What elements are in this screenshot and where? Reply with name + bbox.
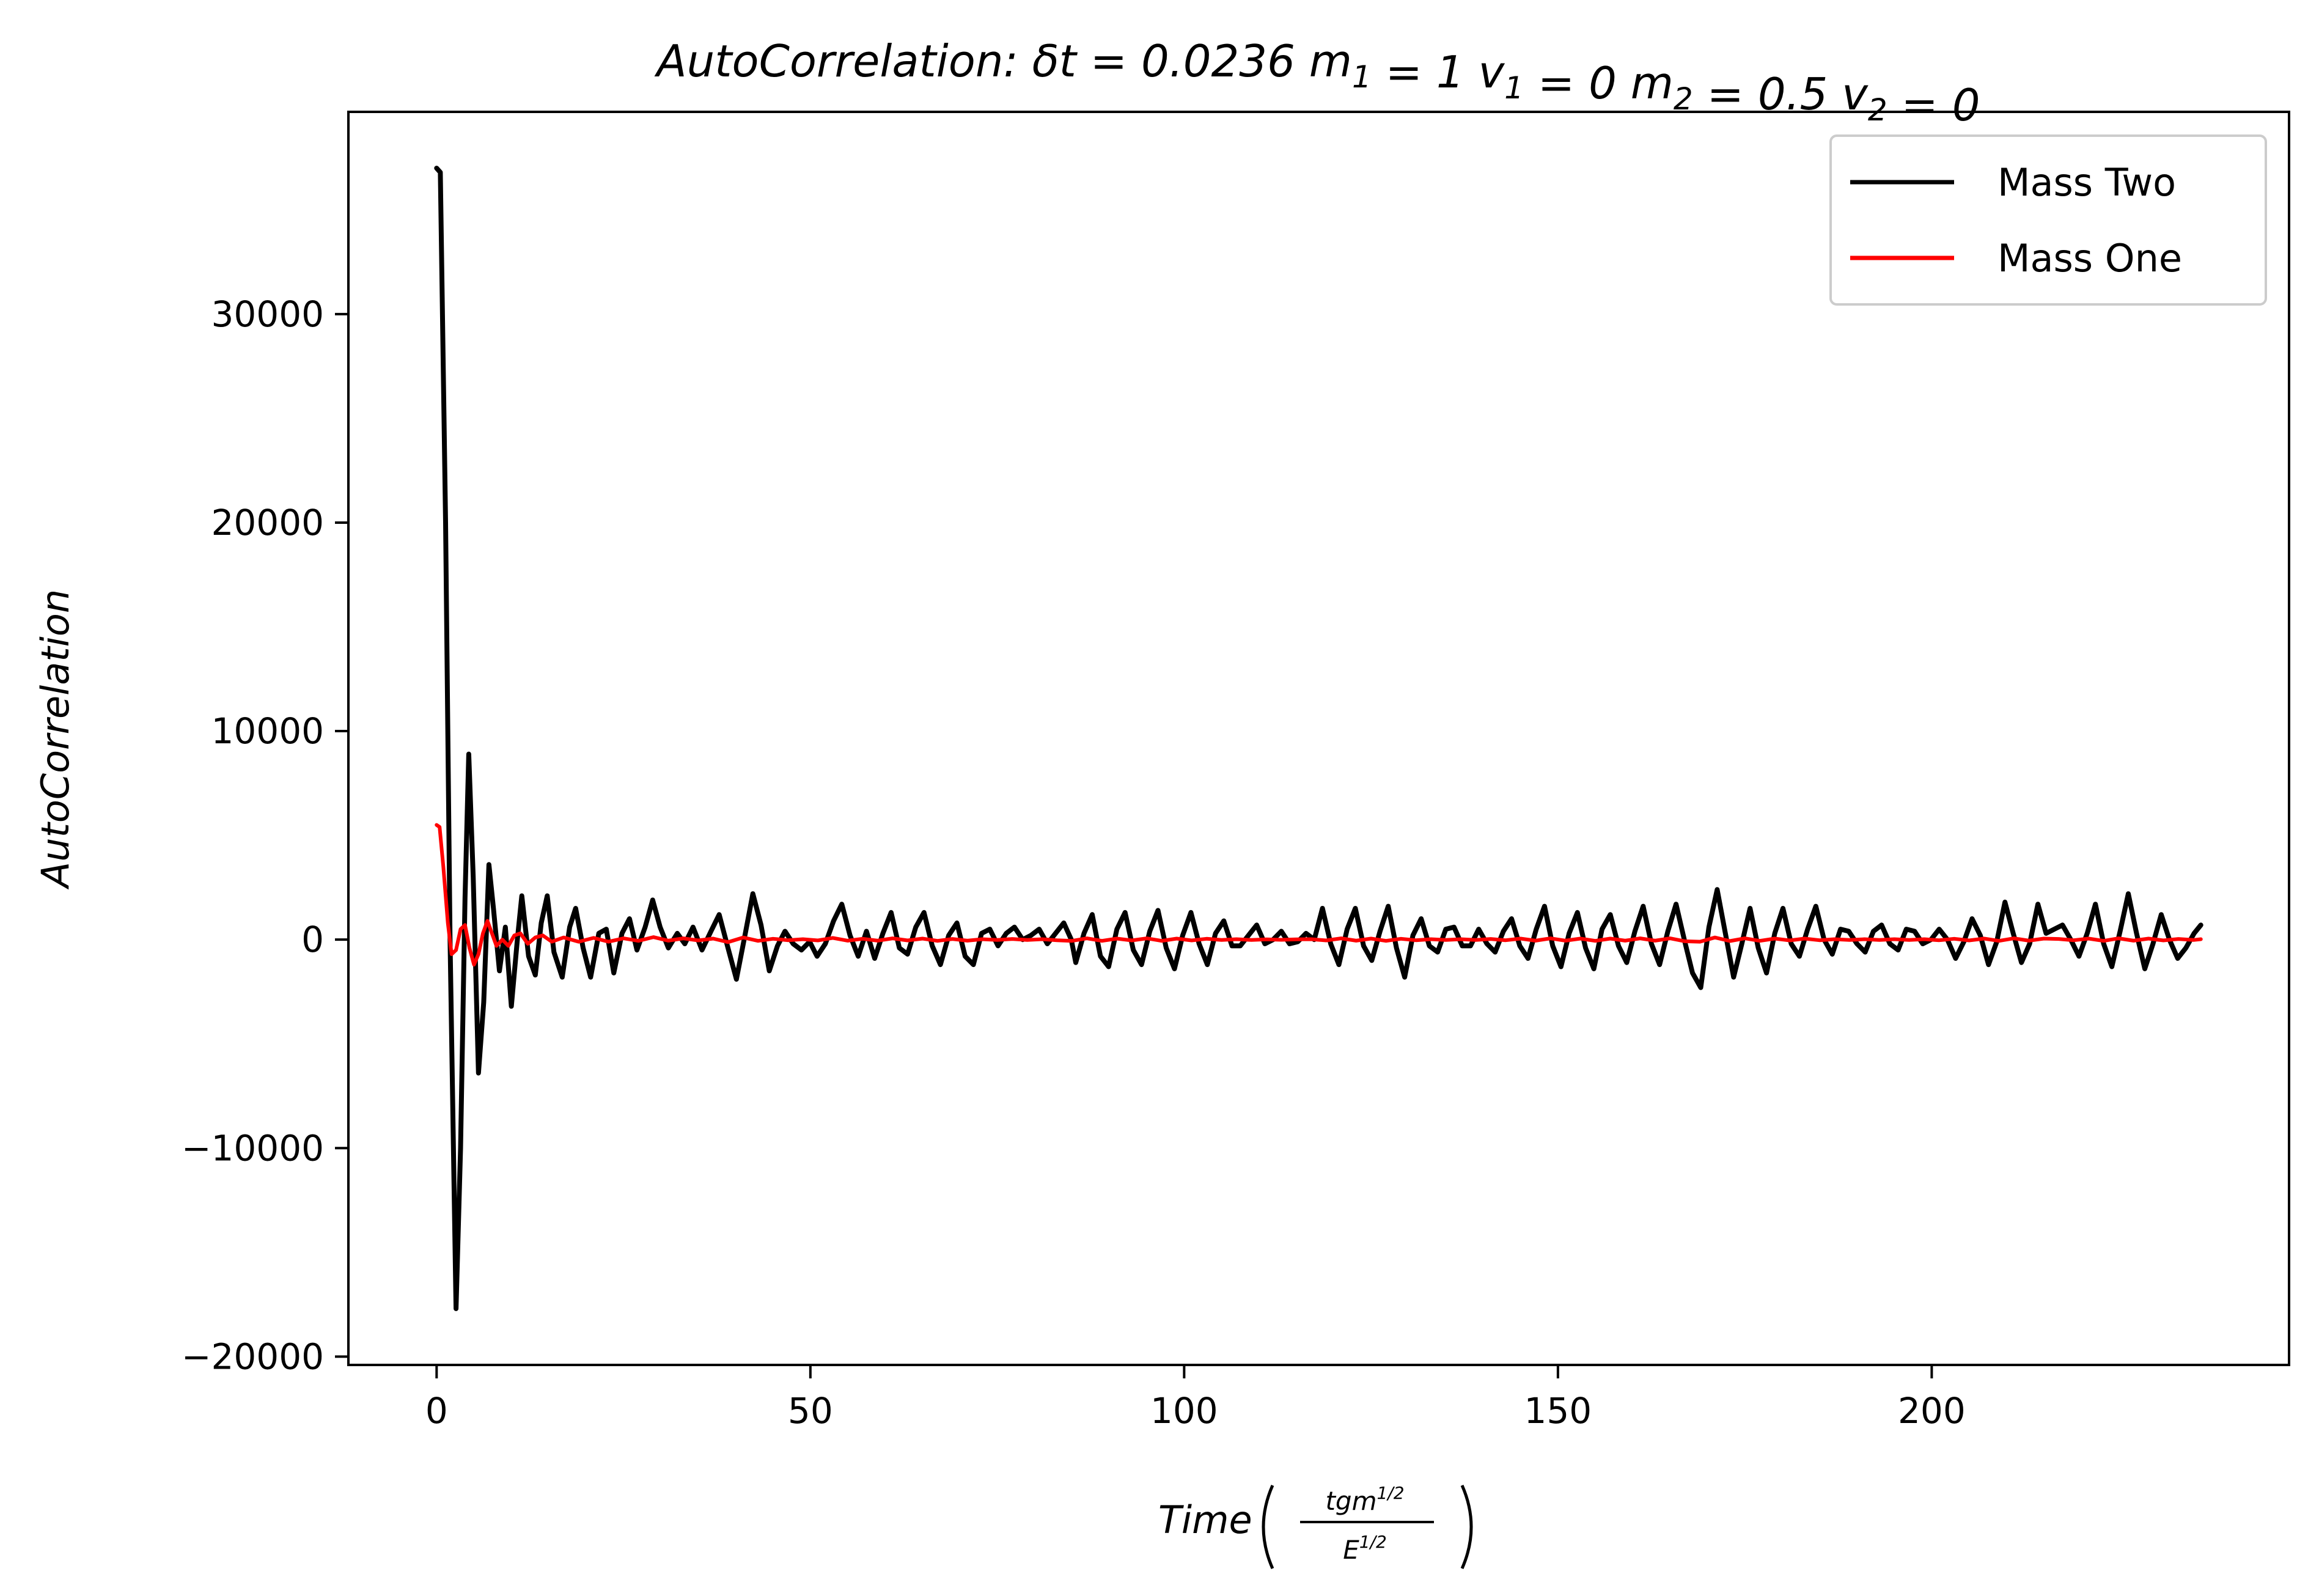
x-axis-label-numerator-sup: 1/2 [1376, 1483, 1404, 1503]
x-axis-label: Time tgm1/2E1/2 [1158, 1483, 1473, 1570]
y-tick-label-0: −20000 [182, 1336, 324, 1377]
x-axis-label-main: Time [1158, 1498, 1252, 1542]
legend-box [1829, 134, 2267, 306]
chart-title: AutoCorrelation: δt = 0.0236 m1 = 1 v1 =… [654, 35, 1980, 131]
x-tick-label-3: 150 [1524, 1390, 1592, 1432]
y-axis: −20000 −10000 0 10000 20000 30000 [182, 293, 348, 1377]
chart-title-sub-2: 1 [1504, 70, 1524, 106]
chart-title-part-0: δt [1032, 35, 1078, 87]
series-line-mass-two [434, 166, 2203, 1311]
x-axis-label-numerator: tgm1/2 [1325, 1483, 1404, 1516]
legend: Mass Two Mass One [1829, 134, 2267, 306]
x-axis-label-denominator: E1/2 [1343, 1532, 1387, 1565]
x-axis-label-right-paren [1460, 1484, 1473, 1570]
y-tick-label-2: 0 [301, 919, 324, 960]
chart-title-sub-4: 2 [1868, 92, 1887, 128]
chart-title-sub-1: 1 [1352, 59, 1372, 95]
chart-title-part-5: = 0 [1887, 79, 1980, 131]
y-tick-label-5: 30000 [211, 293, 324, 335]
x-axis-label-denominator-text: E [1343, 1535, 1359, 1565]
x-axis: 0 50 100 150 200 [425, 1365, 1966, 1432]
x-tick-label-4: 200 [1898, 1390, 1966, 1432]
x-axis-label-denominator-sup: 1/2 [1359, 1532, 1387, 1552]
x-tick-label-2: 100 [1150, 1390, 1218, 1432]
series-line-mass-one [435, 823, 2203, 967]
axes-frame [347, 111, 2290, 1366]
x-tick-label-1: 50 [788, 1390, 833, 1432]
chart-title-sub-3: 2 [1674, 81, 1693, 117]
chart-title-part-1: = 0.0236 m [1076, 35, 1352, 87]
x-axis-label-numerator-text: tgm [1325, 1486, 1376, 1516]
y-tick-label-4: 20000 [211, 502, 324, 543]
legend-label-mass-one: Mass One [1997, 236, 2182, 281]
y-tick-label-3: 10000 [211, 710, 324, 752]
x-tick-label-0: 0 [425, 1390, 448, 1432]
x-axis-label-left-paren [1262, 1484, 1274, 1570]
series-layer [434, 166, 2203, 1311]
chart-title-part-3: = 0 m [1524, 57, 1674, 109]
chart-title-part-4: = 0.5 v [1693, 68, 1869, 120]
y-axis-label: AutoCorrelation [33, 589, 78, 890]
legend-label-mass-two: Mass Two [1997, 160, 2176, 205]
y-tick-label-1: −10000 [182, 1127, 324, 1169]
chart-title-lead: AutoCorrelation: [654, 35, 1032, 87]
chart-title-part-2: = 1 v [1372, 46, 1505, 98]
